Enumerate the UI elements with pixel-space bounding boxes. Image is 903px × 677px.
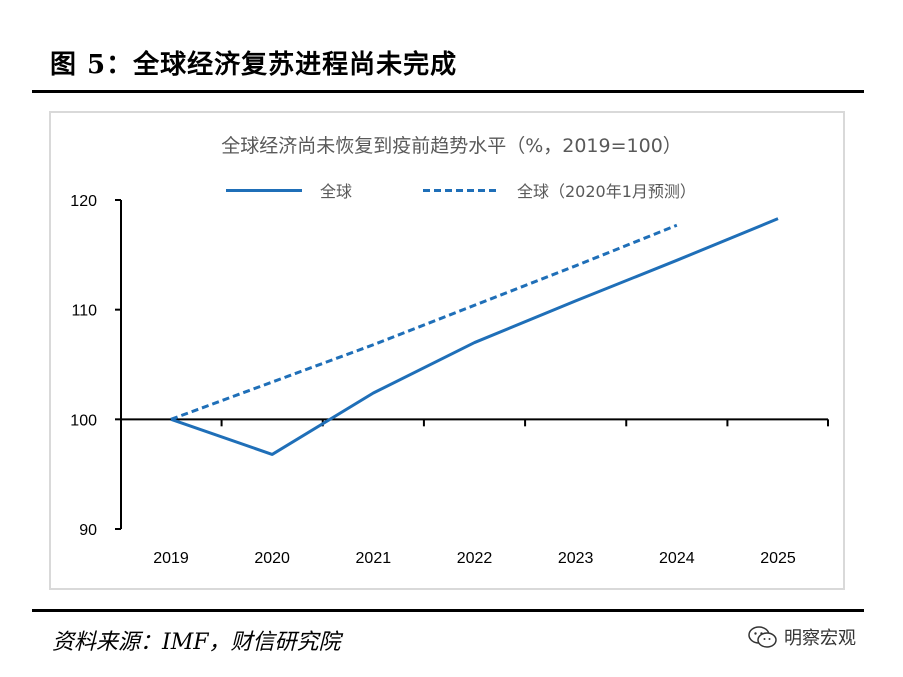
wechat-icon bbox=[748, 626, 777, 648]
watermark: 明察宏观 bbox=[748, 624, 856, 650]
x-tick-label: 2019 bbox=[153, 550, 189, 567]
legend-label-forecast: 全球（2020年1月预测） bbox=[517, 182, 696, 201]
y-tick-label: 120 bbox=[70, 193, 97, 210]
bottom-rule bbox=[32, 609, 864, 612]
x-tick-label: 2022 bbox=[457, 550, 493, 567]
y-tick-label: 100 bbox=[70, 412, 97, 429]
y-tick-label: 90 bbox=[79, 522, 97, 539]
legend-swatch-dashed bbox=[423, 188, 499, 192]
y-tick-label: 110 bbox=[71, 303, 97, 320]
legend-label-global: 全球 bbox=[320, 182, 353, 201]
x-tick-label: 2023 bbox=[558, 550, 594, 567]
x-tick-label: 2020 bbox=[254, 550, 290, 567]
series-line-forecast bbox=[170, 223, 678, 421]
chart-title: 全球经济尚未恢复到疫前趋势水平（%，2019=100） bbox=[221, 135, 682, 157]
figure-title: 图 5：全球经济复苏进程尚未完成 bbox=[50, 50, 458, 80]
legend-item-global: 全球 bbox=[226, 178, 352, 202]
legend-swatch-solid bbox=[226, 188, 302, 192]
x-tick-label: 2021 bbox=[356, 550, 392, 567]
source-note: 资料来源：IMF，财信研究院 bbox=[52, 630, 341, 655]
series-line-global bbox=[170, 217, 779, 456]
watermark-label: 明察宏观 bbox=[784, 628, 856, 649]
x-tick-label: 2025 bbox=[760, 550, 796, 567]
top-rule bbox=[32, 90, 864, 93]
x-tick-label: 2024 bbox=[659, 550, 695, 567]
legend-item-forecast: 全球（2020年1月预测） bbox=[423, 178, 696, 202]
